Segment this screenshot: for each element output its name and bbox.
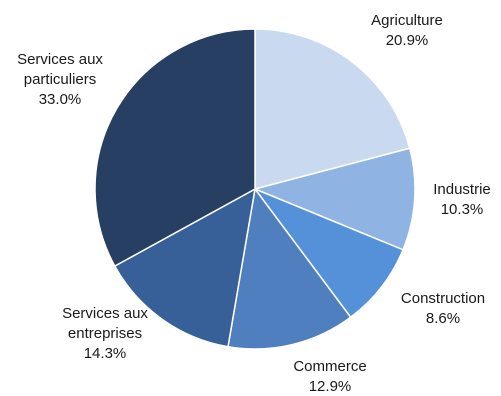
slice-label-commerce: Commerce 12.9% [293,358,366,395]
slice-category-label: entreprises [68,325,142,342]
slice-value-label: 20.9% [386,32,429,49]
pie-slice-industrie [252,147,416,251]
pie-slice-construction [252,187,404,319]
slice-value-label: 12.9% [309,378,352,395]
slice-label-industrie: Industrie 10.3% [433,181,491,218]
slice-label-agriculture: Agriculture 20.9% [371,12,443,49]
pie-slice-agriculture [254,28,411,190]
slice-category-label: Agriculture [371,12,443,29]
slice-value-label: 10.3% [441,201,484,218]
slice-label-construction: Construction 8.6% [401,290,485,327]
slice-value-label: 33.0% [39,91,82,108]
pie-slice-commerce [227,187,352,350]
slice-value-label: 14.3% [84,345,127,362]
slice-category-label: Commerce [293,358,366,375]
slice-category-label: Services aux [17,51,103,68]
slice-value-label: 8.6% [426,310,460,327]
pie-slice-services-aux-particuliers [94,28,256,268]
pie-slice-services-aux-entreprises [113,187,257,348]
slice-category-label: Industrie [433,181,491,198]
slice-category-label: particuliers [24,71,97,88]
slice-category-label: Construction [401,290,485,307]
slice-label-services-aux-particuliers: Services aux particuliers 33.0% [17,51,103,108]
slice-category-label: Services aux [62,305,148,322]
slice-label-services-aux-entreprises: Services aux entreprises 14.3% [62,305,148,362]
